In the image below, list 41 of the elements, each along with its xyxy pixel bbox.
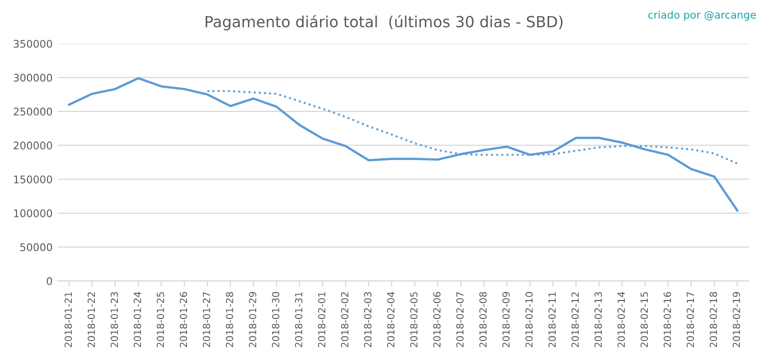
x-tick-label: 2018-01-30 [272,292,280,348]
x-tick-label: 2018-01-23 [110,292,118,348]
x-tick-label: 2018-02-17 [686,292,694,348]
x-tick-label: 2018-02-11 [548,292,556,348]
x-tick-label: 2018-01-26 [180,292,188,348]
x-tick-label: 2018-02-03 [364,292,372,348]
x-tick-label: 2018-02-06 [433,292,441,348]
x-tick-label: 2018-02-08 [479,292,487,348]
x-tick-label: 2018-01-27 [202,292,210,348]
y-tick-label: 200000 [14,142,52,150]
x-tick-label: 2018-01-28 [226,292,234,348]
x-tick-label: 2018-02-02 [341,292,348,348]
y-tick-label: 100000 [14,209,52,218]
y-tick-label: 350000 [14,40,52,48]
line-series [68,77,738,212]
x-tick-label: 2018-01-22 [88,292,95,348]
x-tick-label: 2018-01-21 [64,292,72,348]
x-tick-label: 2018-02-01 [318,292,326,348]
x-tick-label: 2018-02-04 [387,292,394,348]
x-tick-label: 2018-02-10 [525,292,533,348]
x-tick-label: 2018-01-25 [156,292,164,348]
y-tick-label: 0 [46,277,52,286]
x-tick-label: 2018-02-16 [664,292,671,348]
chart-title: Pagamento diário total (últimos 30 dias - SBD) [206,14,563,30]
x-tick-label: 2018-02-15 [640,292,648,348]
x-tick-label: 2018-02-19 [732,292,740,348]
x-tick-label: 2018-01-31 [294,292,302,348]
y-tick-label: 300000 [14,74,52,82]
x-tick-label: 2018-02-14 [618,292,625,348]
x-tick-label: 2018-02-12 [571,292,579,348]
x-tick-label: 2018-02-05 [410,292,418,348]
y-tick-label: 150000 [14,175,52,184]
x-tick-label: 2018-02-18 [710,292,718,348]
x-tick-label: 2018-01-29 [248,292,256,348]
x-tick-label: 2018-02-07 [456,292,464,348]
y-tick-label: 250000 [14,108,52,116]
text: criado por @arcange [648,10,756,21]
x-tick-label: 2018-02-13 [594,292,602,348]
x-tick-label: 2018-02-09 [502,292,510,348]
x-tick-label: 2018-01-24 [134,292,142,348]
y-tick-label: 50000 [20,243,52,252]
